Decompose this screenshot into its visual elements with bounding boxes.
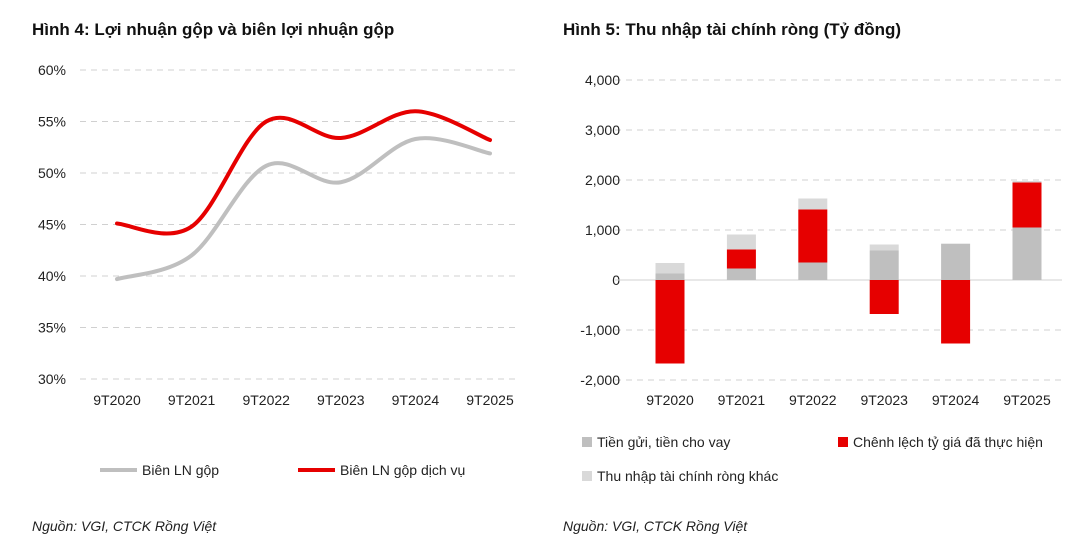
y-tick-label: 55% bbox=[38, 114, 66, 130]
series-line-service-margin bbox=[115, 109, 492, 236]
right-chart-source: Nguồn: VGI, CTCK Rồng Việt bbox=[563, 518, 748, 534]
legend-swatch bbox=[582, 471, 592, 481]
y-tick-label: 4,000 bbox=[585, 72, 620, 88]
bar-segment bbox=[798, 209, 828, 263]
bar-segment bbox=[655, 280, 685, 364]
left-chart-source: Nguồn: VGI, CTCK Rồng Việt bbox=[32, 518, 217, 534]
bar-segment bbox=[941, 280, 971, 344]
bar-segment bbox=[869, 244, 899, 251]
right-chart-title: Hình 5: Thu nhập tài chính ròng (Tỷ đồng… bbox=[563, 20, 902, 39]
x-tick-label: 9T2025 bbox=[1003, 392, 1051, 408]
bar-segment bbox=[726, 249, 756, 269]
y-tick-label: 50% bbox=[38, 165, 66, 181]
bar-segment bbox=[655, 273, 685, 280]
bar-segment bbox=[655, 263, 685, 274]
left-chart-title: Hình 4: Lợi nhuận gộp và biên lợi nhuận … bbox=[32, 20, 395, 39]
x-tick-label: 9T2024 bbox=[932, 392, 980, 408]
bar-segment bbox=[1012, 181, 1042, 183]
y-tick-label: 2,000 bbox=[585, 172, 620, 188]
y-tick-label: 3,000 bbox=[585, 122, 620, 138]
x-tick-label: 9T2020 bbox=[93, 392, 141, 408]
x-tick-label: 9T2020 bbox=[646, 392, 694, 408]
bar-segment bbox=[869, 280, 899, 314]
y-tick-label: 1,000 bbox=[585, 222, 620, 238]
legend-label: Biên LN gộp dịch vụ bbox=[340, 462, 465, 478]
x-tick-label: 9T2025 bbox=[466, 392, 514, 408]
bar-segment bbox=[798, 198, 828, 210]
y-tick-label: 30% bbox=[38, 371, 66, 387]
y-tick-label: 60% bbox=[38, 62, 66, 78]
y-tick-label: -1,000 bbox=[580, 322, 620, 338]
bar-segment bbox=[941, 244, 971, 280]
x-tick-label: 9T2022 bbox=[242, 392, 290, 408]
y-tick-label: 45% bbox=[38, 217, 66, 233]
y-tick-label: 40% bbox=[38, 268, 66, 284]
legend-swatch bbox=[838, 437, 848, 447]
x-tick-label: 9T2021 bbox=[718, 392, 766, 408]
x-tick-label: 9T2023 bbox=[317, 392, 365, 408]
bar-segment bbox=[726, 268, 756, 280]
bar-segment bbox=[798, 262, 828, 280]
legend-label: Biên LN gộp bbox=[142, 462, 219, 478]
legend-label: Tiền gửi, tiền cho vay bbox=[597, 434, 730, 450]
bar-segment bbox=[869, 250, 899, 280]
y-tick-label: 35% bbox=[38, 320, 66, 336]
legend-label: Thu nhập tài chính ròng khác bbox=[597, 468, 778, 484]
x-tick-label: 9T2023 bbox=[860, 392, 908, 408]
legend-swatch bbox=[582, 437, 592, 447]
bar-segment bbox=[726, 234, 756, 250]
bar-segment bbox=[1012, 227, 1042, 280]
series-line-gross-margin bbox=[115, 136, 492, 282]
y-tick-label: -2,000 bbox=[580, 372, 620, 388]
x-tick-label: 9T2024 bbox=[392, 392, 440, 408]
bar-segment bbox=[1012, 182, 1042, 228]
bar-segment bbox=[941, 243, 971, 244]
legend-label: Chênh lệch tỷ giá đã thực hiện bbox=[853, 434, 1043, 450]
x-tick-label: 9T2021 bbox=[168, 392, 216, 408]
x-tick-label: 9T2022 bbox=[789, 392, 837, 408]
